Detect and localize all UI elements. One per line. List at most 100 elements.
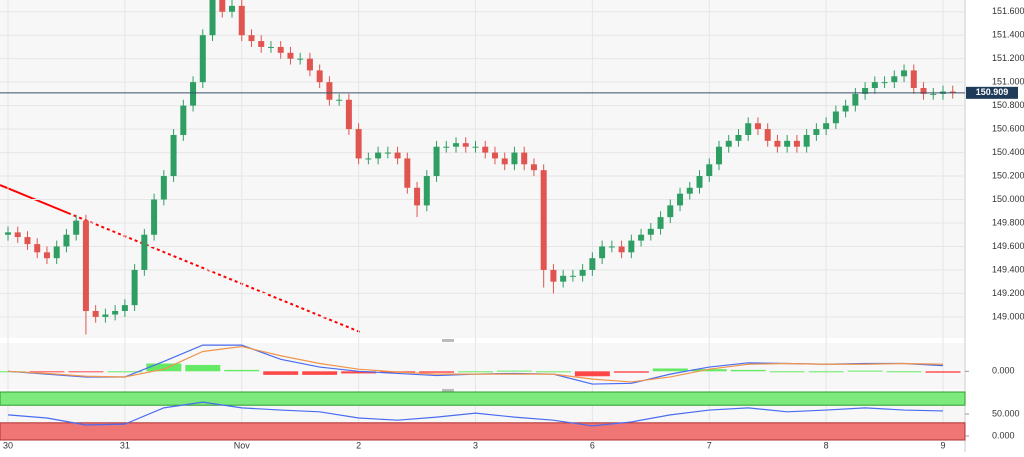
candle-body [375,152,382,159]
y-tick-label: 149.600 [992,241,1024,251]
candle-body [297,58,304,60]
candle-body [910,70,917,89]
price-panel [0,0,965,338]
candle-body [608,246,615,248]
candle-body [433,146,440,177]
trend-line-projection [67,212,361,333]
candle-body [871,82,878,89]
candle-body [842,105,849,112]
x-tick-label: 31 [120,440,130,450]
x-tick-label: 2 [356,440,361,450]
candle-body [92,311,99,317]
candle-body [949,91,956,93]
candle-body [160,176,167,200]
candle-body [764,129,771,141]
histogram-bar [146,363,182,372]
y-tick-label: 0.000 [992,366,1015,376]
y-tick-label: 149.400 [992,264,1024,274]
histogram-bar [107,371,143,373]
candle-body [550,269,557,282]
x-tick-label: 9 [940,440,945,450]
candle-body [696,176,703,188]
candle-body [5,232,11,235]
last-price-label: 150.909 [976,87,1009,97]
histogram-bar [808,371,844,373]
candle-body [735,134,742,141]
candle-body [316,70,323,83]
y-tick-label: 150.200 [992,170,1024,180]
candle-body [638,234,645,241]
candle-body [141,234,148,270]
candle-body [345,99,352,130]
histogram-bar [302,371,338,375]
candle-body [852,93,859,106]
candle-body [579,269,586,276]
histogram-bar [535,371,571,373]
indicator-line [7,401,944,427]
panel-divider [442,389,454,392]
candle-body [560,275,567,282]
candle-body [267,46,274,48]
histogram-bar [691,369,727,372]
candle-body [151,199,158,235]
macd-panel [0,343,965,389]
candle-body [784,140,791,147]
indicator-line [7,345,944,383]
candle-body [73,220,80,235]
candle-body [803,134,810,147]
candle-body [618,246,625,253]
candle-body [326,82,333,100]
y-tick-label: 151.200 [992,53,1024,63]
y-tick-label: 151.000 [992,77,1024,87]
histogram-bar [458,371,493,373]
candle-body [287,52,294,59]
x-tick-label: 7 [707,440,712,450]
candle-body [647,228,654,235]
x-tick-label: 8 [824,440,829,450]
candle-body [63,234,70,247]
histogram-bar [769,371,805,373]
candle-body [813,129,820,135]
candle-body [501,158,508,165]
candle-body [482,146,489,153]
y-tick-label: 149.200 [992,288,1024,298]
y-tick-label: 151.400 [992,30,1024,40]
candle-body [404,158,411,188]
candle-body [823,123,830,130]
y-tick-label: 50.000 [992,408,1020,418]
trend-line [0,184,69,214]
candle-body [443,146,450,148]
histogram-bar [29,371,65,373]
histogram-bar [886,371,922,373]
candle-body [394,152,401,159]
y-tick-label: 0.000 [992,430,1015,440]
candle-body [131,269,138,306]
candle-body [754,123,761,130]
x-tick-label: 30 [3,440,13,450]
candle-body [121,305,128,312]
candle-body [238,5,245,36]
histogram-bar [224,369,260,372]
histogram-bar [574,371,610,377]
y-tick-label: 150.800 [992,100,1024,110]
candle-body [384,152,391,154]
x-tick-label: 3 [473,440,478,450]
candle-body [472,146,479,148]
histogram-bar [652,368,688,372]
candle-body [589,258,596,270]
candle-body [423,176,430,206]
candle-body [540,170,547,270]
candle-body [34,244,41,253]
y-tick-label: 149.800 [992,217,1024,227]
candle-body [832,111,839,124]
panel-divider [442,339,454,342]
candle-body [219,0,226,12]
candle-body [599,246,606,259]
histogram-bar [847,370,883,372]
candle-body [881,82,888,84]
candle-body [258,41,265,47]
candle-body [277,46,284,53]
histogram-bar [419,371,455,373]
